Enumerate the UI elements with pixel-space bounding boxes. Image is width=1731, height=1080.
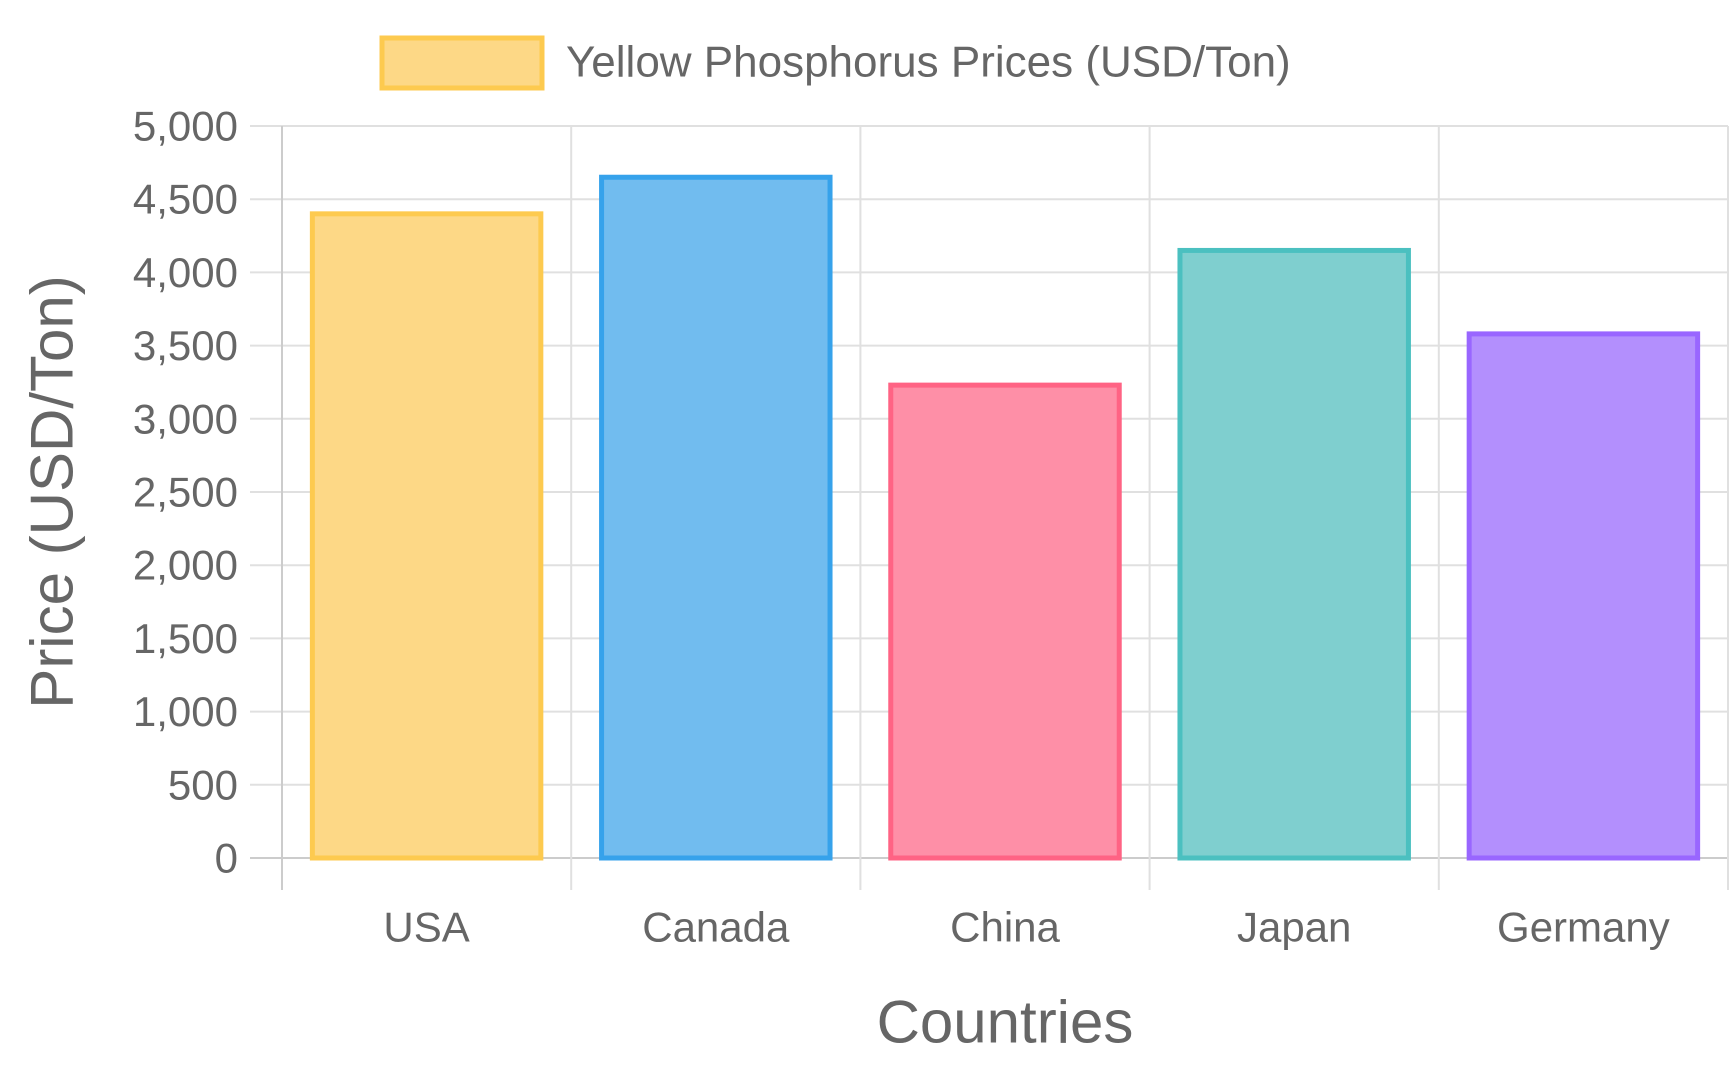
chart-bars xyxy=(309,174,1701,861)
y-tick-label: 500 xyxy=(168,761,238,808)
y-tick-label: 4,000 xyxy=(133,249,238,296)
y-tick-label: 1,000 xyxy=(133,688,238,735)
y-axis-tick-labels: 0 500 1,000 1,500 2,000 2,500 3,000 3,500 4,000 4… xyxy=(133,103,238,882)
x-axis-title: Countries xyxy=(877,989,1134,1056)
y-tick-label: 1,500 xyxy=(133,615,238,662)
y-tick-label: 0 xyxy=(215,835,238,882)
x-tick-label-canada: Canada xyxy=(642,904,790,951)
x-axis-tick-labels: USA Canada China Japan Germany xyxy=(383,904,1669,951)
x-tick-label-usa: USA xyxy=(383,904,469,951)
bar-usa[interactable] xyxy=(309,211,544,861)
y-tick-label: 2,000 xyxy=(133,542,238,589)
bar-japan[interactable] xyxy=(1177,247,1411,861)
y-tick-label: 2,500 xyxy=(133,469,238,516)
legend-swatch[interactable] xyxy=(379,35,545,91)
y-tick-label: 3,000 xyxy=(133,395,238,442)
bar-china[interactable] xyxy=(888,382,1122,861)
bar-canada[interactable] xyxy=(599,174,833,861)
x-tick-label-germany: Germany xyxy=(1497,904,1670,951)
x-tick-label-japan: Japan xyxy=(1237,904,1351,951)
y-tick-label: 4,500 xyxy=(133,176,238,223)
y-axis-title: Price (USD/Ton) xyxy=(19,275,86,708)
y-tick-label: 5,000 xyxy=(133,103,238,150)
bar-germany[interactable] xyxy=(1466,331,1701,861)
legend-label-yellow-phosphorus-prices[interactable]: Yellow Phosphorus Prices (USD/Ton) xyxy=(566,38,1291,87)
chart-legend[interactable]: Yellow Phosphorus Prices (USD/Ton) xyxy=(379,35,1291,91)
x-tick-label-china: China xyxy=(950,904,1060,951)
y-tick-label: 3,500 xyxy=(133,322,238,369)
